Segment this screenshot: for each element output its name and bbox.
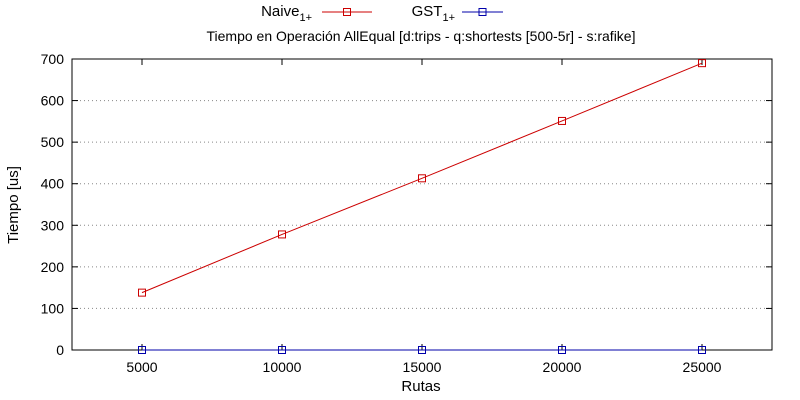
data-point-naive xyxy=(558,116,566,125)
y-tick-label: 0 xyxy=(56,342,64,358)
x-tick-label: 5000 xyxy=(126,359,157,375)
legend-label-gst: GST1+ xyxy=(412,3,455,24)
y-tick-label: 300 xyxy=(41,217,65,233)
axis-ticks: 0 100 200 300 400 500 600 700 5000 10000 15000 2000… xyxy=(41,51,772,375)
y-tick-label: 100 xyxy=(41,300,65,316)
y-tick-label: 400 xyxy=(41,176,65,192)
data-point-naive xyxy=(138,288,146,297)
series-line-naive xyxy=(141,62,703,294)
data-point-naive xyxy=(698,59,706,68)
series-layer xyxy=(138,59,706,354)
plot-frame xyxy=(71,58,773,351)
data-point-gst xyxy=(278,346,286,354)
data-point-naive xyxy=(278,230,286,239)
y-tick-label: 500 xyxy=(41,134,65,150)
x-tick-label: 10000 xyxy=(263,359,302,375)
data-point-gst xyxy=(138,346,146,354)
legend-label-naive: Naive1+ xyxy=(261,3,312,24)
data-point-gst xyxy=(558,346,566,354)
x-tick-label: 15000 xyxy=(403,359,442,375)
data-point-naive xyxy=(418,174,426,183)
y-axis-label: Tiempo [us] xyxy=(5,166,22,244)
y-tick-label: 200 xyxy=(41,259,65,275)
x-axis-label: Rutas xyxy=(401,378,440,395)
legend-marker-gst xyxy=(478,8,487,16)
grid-lines xyxy=(72,100,772,309)
chart-title: Tiempo en Operación AllEqual [d:trips - … xyxy=(206,28,635,44)
y-tick-label: 700 xyxy=(41,51,65,67)
legend-marker-naive xyxy=(343,8,351,16)
y-tick-label: 600 xyxy=(41,93,65,109)
data-point-gst xyxy=(418,346,426,354)
data-point-gst xyxy=(698,346,706,354)
legend: Naive1+ GST1+ xyxy=(261,3,503,24)
x-tick-label: 25000 xyxy=(683,359,722,375)
x-tick-label: 20000 xyxy=(543,359,582,375)
